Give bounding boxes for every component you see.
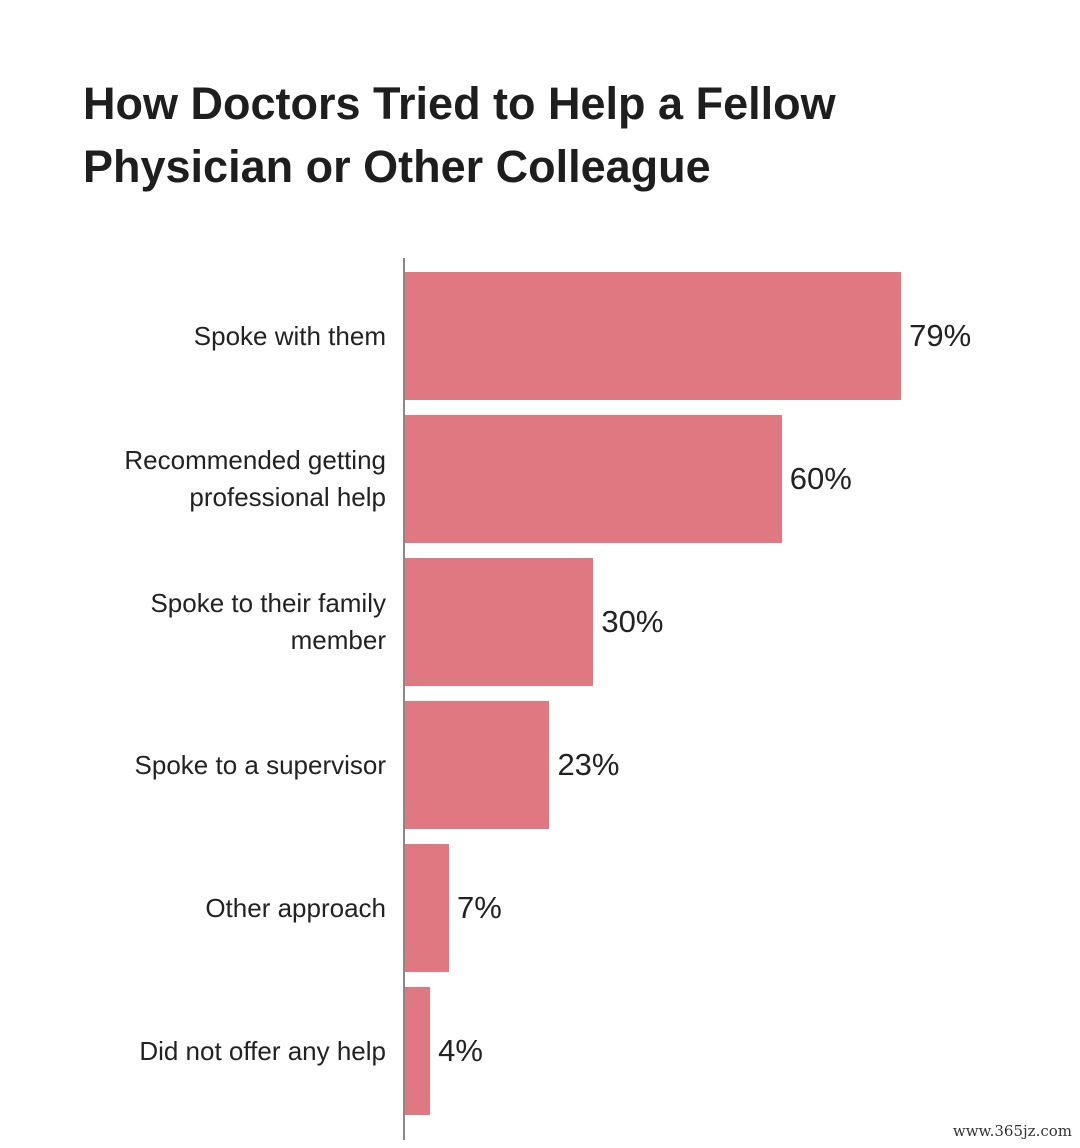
value-label: 23% bbox=[557, 747, 620, 782]
bar bbox=[405, 844, 449, 972]
category-label: Did not offer any help bbox=[139, 1035, 386, 1066]
chart-title: How Doctors Tried to Help a Fellow Physi… bbox=[83, 78, 836, 192]
value-label: 60% bbox=[789, 461, 852, 496]
value-label: 79% bbox=[909, 318, 972, 353]
value-label: 30% bbox=[601, 604, 664, 639]
value-label: 7% bbox=[456, 890, 502, 925]
axis-line bbox=[403, 258, 405, 1140]
bar bbox=[405, 272, 902, 400]
value-label: 4% bbox=[438, 1033, 483, 1068]
bar bbox=[405, 701, 550, 829]
category-label: Spoke with them bbox=[193, 320, 386, 351]
category-label: Spoke to a supervisor bbox=[134, 749, 386, 780]
watermark: www.365jz.com bbox=[952, 1122, 1072, 1140]
category-label: Recommended getting professional help bbox=[124, 445, 386, 512]
category-label: Spoke to their family member bbox=[150, 588, 386, 655]
bar bbox=[405, 558, 594, 686]
category-label: Other approach bbox=[205, 892, 386, 923]
bar bbox=[405, 415, 782, 543]
bar bbox=[405, 987, 431, 1115]
